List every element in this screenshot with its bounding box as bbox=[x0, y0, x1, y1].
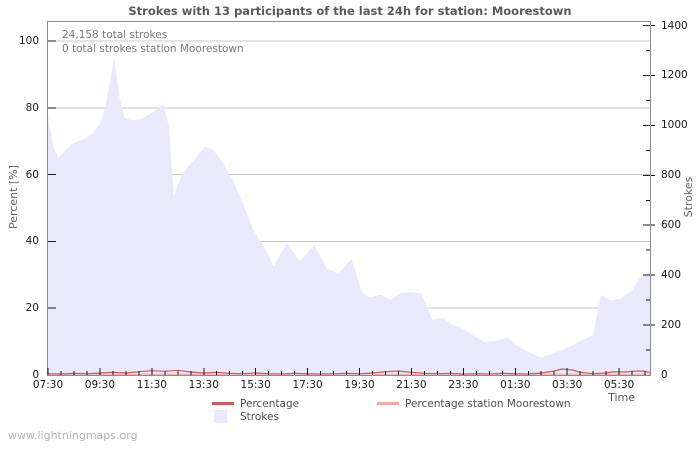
chart-title: Strokes with 13 participants of the last… bbox=[128, 4, 572, 18]
legend-swatch-percentage bbox=[212, 402, 234, 405]
x-tick-label: 23:30 bbox=[448, 379, 479, 391]
annotation-station-strokes: 0 total strokes station Moorestown bbox=[62, 43, 244, 55]
x-tick-label: 19:30 bbox=[344, 379, 375, 391]
y-right-tick-label: 1200 bbox=[661, 69, 688, 82]
legend-swatch-strokes bbox=[214, 410, 227, 423]
y-right-tick-label: 600 bbox=[661, 219, 682, 232]
x-tick-label: 03:30 bbox=[552, 379, 583, 391]
x-axis-title: Time bbox=[608, 391, 635, 404]
x-tick-label: 01:30 bbox=[500, 379, 531, 391]
x-tick-label: 07:30 bbox=[32, 379, 64, 391]
strokes-area-series bbox=[48, 58, 650, 375]
y-left-tick-label: 40 bbox=[25, 235, 39, 248]
x-tick-label: 17:30 bbox=[292, 379, 323, 391]
y-right-tick-label: 800 bbox=[661, 169, 682, 182]
x-tick-label: 13:30 bbox=[188, 379, 219, 391]
y-left-tick-label: 20 bbox=[25, 302, 39, 315]
y-right-tick-label: 1000 bbox=[661, 119, 688, 132]
right-axis-title: Strokes bbox=[682, 176, 695, 218]
x-tick-label: 11:30 bbox=[136, 379, 167, 391]
y-left-tick-label: 100 bbox=[18, 35, 39, 47]
y-right-tick-label: 200 bbox=[661, 319, 682, 332]
legend-swatch-station-percentage bbox=[377, 402, 399, 405]
x-tick-label: 05:30 bbox=[603, 379, 635, 391]
x-tick-label: 09:30 bbox=[84, 379, 116, 391]
plot-border bbox=[47, 21, 651, 376]
y-left-tick-label: 60 bbox=[25, 168, 39, 181]
watermark-link[interactable]: www.lightningmaps.org bbox=[8, 429, 138, 442]
percentage-line-series bbox=[47, 368, 651, 375]
y-left-tick-label: 0 bbox=[32, 369, 39, 381]
x-tick-label: 21:30 bbox=[396, 379, 427, 391]
y-right-tick-label: 0 bbox=[661, 369, 668, 381]
y-right-tick-label: 1400 bbox=[661, 19, 688, 32]
annotation-total-strokes: 24,158 total strokes bbox=[62, 29, 168, 41]
legend-label-percentage: Percentage bbox=[240, 398, 300, 410]
legend-label-station-percentage: Percentage station Moorestown bbox=[405, 398, 571, 410]
legend-label-strokes: Strokes bbox=[240, 411, 279, 423]
y-left-tick-label: 80 bbox=[25, 101, 39, 114]
x-tick-label: 15:30 bbox=[240, 379, 271, 391]
y-right-tick-label: 400 bbox=[661, 269, 682, 282]
